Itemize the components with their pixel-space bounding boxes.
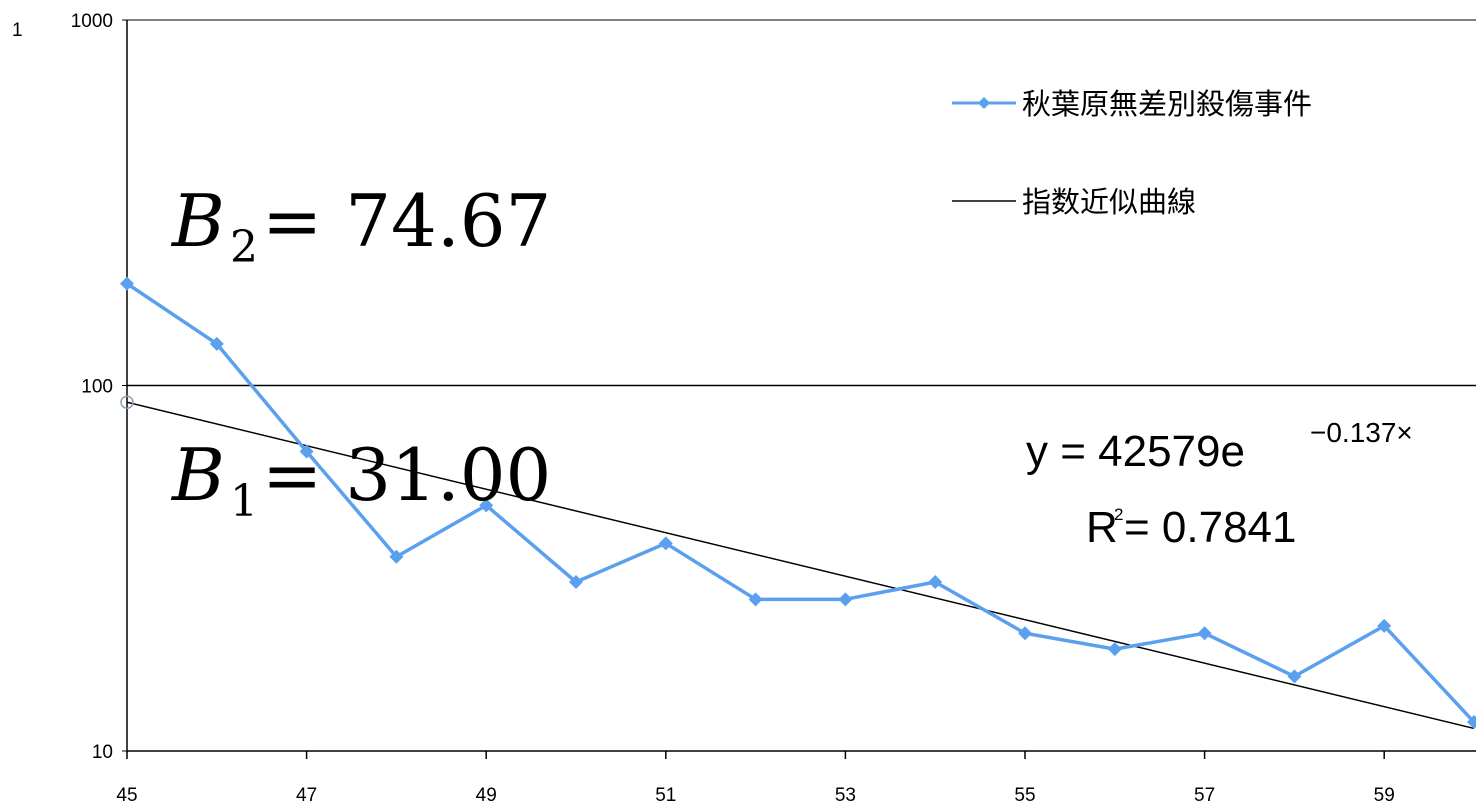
b2-var: B [170, 179, 225, 263]
corner-label: 1 [12, 20, 23, 41]
reference-point [120, 395, 134, 409]
legend-marker-series [978, 97, 990, 109]
r-squared-value: = 0.7841 [1124, 503, 1297, 552]
x-tick-label: 49 [476, 785, 497, 806]
b2-sub: 2 [230, 222, 258, 273]
annotation-b1: B 1 = 31.00 [170, 433, 551, 527]
data-point [479, 498, 494, 513]
data-point [569, 574, 583, 589]
r-squared-label: R [1086, 503, 1118, 552]
series-line [126, 282, 1476, 724]
x-tick-label: 51 [655, 785, 676, 806]
x-tick-label: 45 [116, 785, 137, 806]
data-point [1377, 618, 1392, 633]
annotation-b2: B 2 = 74.67 [170, 179, 551, 273]
legend-label-trendline: 指数近似曲線 [1022, 185, 1196, 219]
x-tick-label: 53 [835, 785, 856, 806]
x-tick-label: 57 [1194, 785, 1215, 806]
y-tick-label: 100 [81, 377, 113, 398]
x-tick-label: 47 [296, 785, 317, 806]
data-point [120, 276, 134, 291]
equation-prefix: y = 42579e [1026, 427, 1245, 476]
y-tick-label: 1000 [71, 11, 113, 32]
equation-exponent: −0.137× [1310, 417, 1413, 448]
r-squared-sup: 2 [1114, 505, 1123, 524]
legend: 秋葉原無差別殺傷事件 指数近似曲線 [952, 87, 1312, 219]
b2-value: = 74.67 [262, 179, 551, 263]
y-tick-label: 10 [92, 742, 113, 763]
data-point [1107, 642, 1122, 657]
data-point [209, 336, 224, 351]
data-point [299, 444, 314, 459]
data-point [1287, 669, 1302, 684]
trendline [126, 401, 1475, 730]
trendline-layer [120, 395, 1475, 730]
x-tick-label: 59 [1374, 785, 1395, 806]
trendline-equation: y = 42579e −0.137× [1026, 417, 1413, 476]
series-layer [120, 276, 1476, 730]
data-point [1197, 626, 1212, 641]
legend-label-series: 秋葉原無差別殺傷事件 [1022, 87, 1312, 121]
data-point [658, 536, 673, 551]
b1-sub: 1 [230, 476, 258, 527]
data-point [838, 592, 853, 607]
data-point [389, 549, 404, 564]
b1-value: = 31.00 [262, 433, 551, 517]
data-point [748, 592, 763, 607]
b1-var: B [170, 433, 225, 517]
axes-layer: 10 100 1000 1 45 47 49 51 53 55 57 59 [12, 11, 1476, 806]
r-squared: R 2 = 0.7841 [1086, 503, 1297, 552]
data-point [1018, 626, 1032, 641]
data-point [928, 574, 943, 589]
data-point [1467, 715, 1476, 730]
x-tick-label: 55 [1014, 785, 1035, 806]
